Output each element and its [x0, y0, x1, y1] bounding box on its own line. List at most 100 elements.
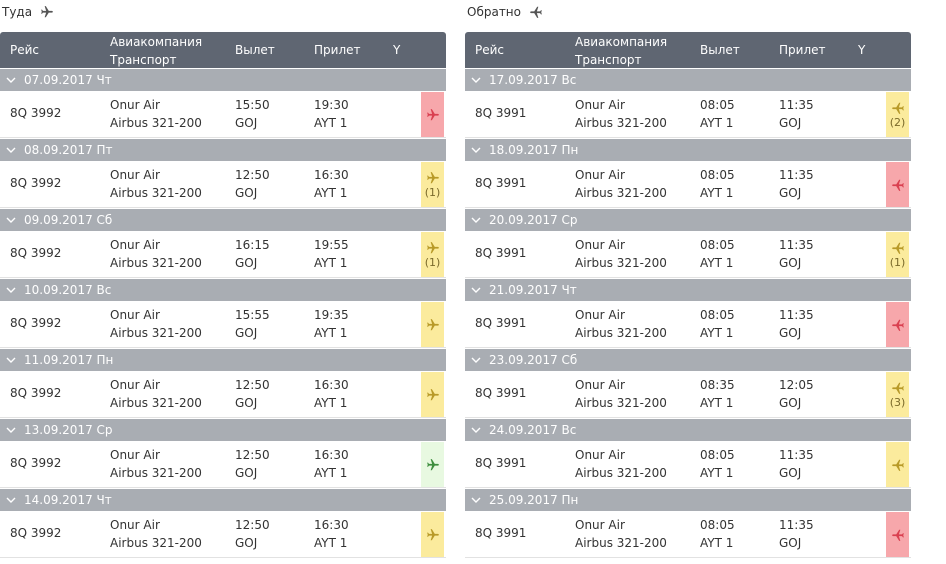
column-header-flight[interactable]: Рейс	[10, 43, 40, 57]
day-date: 18.09.2017 Пн	[489, 143, 579, 157]
seat-availability-badge[interactable]	[886, 302, 909, 347]
day-date: 21.09.2017 Чт	[489, 283, 577, 297]
column-header-arrival[interactable]: Прилет	[314, 43, 361, 57]
arrival-cell: 16:30 AYT 1	[314, 446, 349, 482]
departure-cell: 15:55 GOJ	[235, 306, 270, 342]
departure-cell: 08:05 AYT 1	[700, 96, 735, 132]
column-header-airline-line2: Транспорт	[110, 53, 177, 67]
chevron-down-icon	[471, 427, 481, 433]
seat-availability-badge[interactable]	[421, 302, 444, 347]
day-date: 25.09.2017 Пн	[489, 493, 579, 507]
day-date: 11.09.2017 Пн	[24, 353, 114, 367]
aircraft-type: Airbus 321-200	[110, 186, 202, 200]
departure-time: 15:55	[235, 308, 270, 322]
flight-row[interactable]: 8Q 3991 Onur Air Airbus 321-200 08:05 AYT 1 1…	[465, 511, 911, 558]
day-header[interactable]: 21.09.2017 Чт	[465, 278, 911, 301]
flight-row[interactable]: 8Q 3991 Onur Air Airbus 321-200 08:05 AYT 1 1…	[465, 91, 911, 138]
departure-cell: 08:05 AYT 1	[700, 236, 735, 272]
seat-availability-badge[interactable]	[421, 442, 444, 487]
chevron-down-icon	[471, 147, 481, 153]
day-header[interactable]: 10.09.2017 Вс	[0, 278, 446, 301]
departure-time: 08:05	[700, 98, 735, 112]
seat-availability-badge[interactable]	[886, 442, 909, 487]
day-header[interactable]: 09.09.2017 Сб	[0, 208, 446, 231]
day-date: 24.09.2017 Вс	[489, 423, 577, 437]
flight-row[interactable]: 8Q 3991 Onur Air Airbus 321-200 08:35 AYT 1 1…	[465, 371, 911, 418]
day-header[interactable]: 25.09.2017 Пн	[465, 488, 911, 511]
day-header[interactable]: 14.09.2017 Чт	[0, 488, 446, 511]
aircraft-type: Airbus 321-200	[110, 326, 202, 340]
chevron-down-icon	[6, 217, 16, 223]
flight-row[interactable]: 8Q 3992 Onur Air Airbus 321-200 15:50 GOJ 19:…	[0, 91, 446, 138]
flight-number: 8Q 3991	[475, 106, 527, 120]
seat-availability-badge[interactable]	[886, 512, 909, 557]
day-header[interactable]: 24.09.2017 Вс	[465, 418, 911, 441]
flight-row[interactable]: 8Q 3991 Onur Air Airbus 321-200 08:05 AYT 1 1…	[465, 301, 911, 348]
column-header-arrival[interactable]: Прилет	[779, 43, 826, 57]
flight-row[interactable]: 8Q 3992 Onur Air Airbus 321-200 16:15 GOJ 19:…	[0, 231, 446, 278]
day-date: 17.09.2017 Вс	[489, 73, 577, 87]
airline-cell: Onur Air Airbus 321-200	[575, 376, 667, 412]
aircraft-type: Airbus 321-200	[575, 116, 667, 130]
departure-cell: 08:35 AYT 1	[700, 376, 735, 412]
seat-availability-badge[interactable]	[421, 92, 444, 137]
departure-airport: GOJ	[235, 256, 258, 270]
departure-cell: 12:50 GOJ	[235, 376, 270, 412]
column-header-departure[interactable]: Вылет	[700, 43, 740, 57]
seat-availability-badge[interactable]: (1)	[886, 232, 909, 277]
day-header[interactable]: 18.09.2017 Пн	[465, 138, 911, 161]
seat-availability-badge[interactable]: (1)	[421, 232, 444, 277]
flight-row[interactable]: 8Q 3992 Onur Air Airbus 321-200 12:50 GOJ 16:…	[0, 511, 446, 558]
day-header[interactable]: 07.09.2017 Чт	[0, 68, 446, 91]
arrival-cell: 19:55 AYT 1	[314, 236, 349, 272]
column-header-airline[interactable]: Авиакомпания Транспорт	[575, 33, 667, 69]
column-header-airline[interactable]: Авиакомпания Транспорт	[110, 33, 202, 69]
day-header[interactable]: 11.09.2017 Пн	[0, 348, 446, 371]
departure-airport: GOJ	[235, 536, 258, 550]
plane-icon	[891, 529, 904, 541]
flight-row[interactable]: 8Q 3991 Onur Air Airbus 321-200 08:05 AYT 1 1…	[465, 441, 911, 488]
seat-availability-badge[interactable]	[421, 372, 444, 417]
chevron-down-icon	[471, 217, 481, 223]
flight-row[interactable]: 8Q 3992 Onur Air Airbus 321-200 15:55 GOJ 19:…	[0, 301, 446, 348]
arrival-time: 11:35	[779, 448, 814, 462]
departure-time: 12:50	[235, 168, 270, 182]
flight-row[interactable]: 8Q 3992 Onur Air Airbus 321-200 12:50 GOJ 16:…	[0, 441, 446, 488]
arrival-cell: 16:30 AYT 1	[314, 376, 349, 412]
seat-availability-badge[interactable]: (1)	[421, 162, 444, 207]
aircraft-type: Airbus 321-200	[110, 256, 202, 270]
flight-row[interactable]: 8Q 3992 Onur Air Airbus 321-200 12:50 GOJ 16:…	[0, 161, 446, 208]
arrival-cell: 12:05 GOJ	[779, 376, 814, 412]
day-header[interactable]: 13.09.2017 Ср	[0, 418, 446, 441]
flight-number: 8Q 3992	[10, 106, 62, 120]
day-date: 07.09.2017 Чт	[24, 73, 112, 87]
aircraft-type: Airbus 321-200	[110, 396, 202, 410]
day-header[interactable]: 08.09.2017 Пт	[0, 138, 446, 161]
flight-row[interactable]: 8Q 3992 Onur Air Airbus 321-200 12:50 GOJ 16:…	[0, 371, 446, 418]
flight-row[interactable]: 8Q 3991 Onur Air Airbus 321-200 08:05 AYT 1 1…	[465, 231, 911, 278]
airline-name: Onur Air	[575, 378, 625, 392]
column-header-class[interactable]: Y	[393, 43, 401, 57]
day-header[interactable]: 20.09.2017 Ср	[465, 208, 911, 231]
column-header-flight[interactable]: Рейс	[475, 43, 505, 57]
seat-availability-badge[interactable]: (3)	[886, 372, 909, 417]
day-header[interactable]: 17.09.2017 Вс	[465, 68, 911, 91]
departure-time: 08:05	[700, 308, 735, 322]
flight-number: 8Q 3992	[10, 316, 62, 330]
departure-cell: 08:05 AYT 1	[700, 446, 735, 482]
airline-name: Onur Air	[110, 378, 160, 392]
airline-cell: Onur Air Airbus 321-200	[575, 96, 667, 132]
flight-number: 8Q 3991	[475, 176, 527, 190]
airline-name: Onur Air	[110, 518, 160, 532]
day-date: 10.09.2017 Вс	[24, 283, 112, 297]
column-header-departure[interactable]: Вылет	[235, 43, 275, 57]
day-header[interactable]: 23.09.2017 Сб	[465, 348, 911, 371]
seat-availability-badge[interactable]: (2)	[886, 92, 909, 137]
seat-availability-badge[interactable]	[421, 512, 444, 557]
seat-availability-badge[interactable]	[886, 162, 909, 207]
seat-count: (1)	[424, 255, 441, 269]
flight-row[interactable]: 8Q 3991 Onur Air Airbus 321-200 08:05 AYT 1 1…	[465, 161, 911, 208]
column-header-class[interactable]: Y	[858, 43, 866, 57]
chevron-down-icon	[471, 497, 481, 503]
flight-number: 8Q 3992	[10, 386, 62, 400]
